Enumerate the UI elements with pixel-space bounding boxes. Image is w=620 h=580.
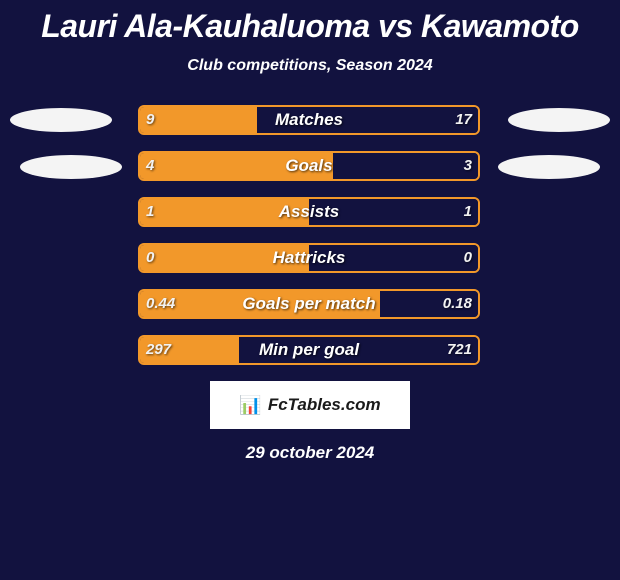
stat-label: Min per goal bbox=[138, 335, 480, 365]
stat-label: Goals per match bbox=[138, 289, 480, 319]
brand-chart-icon: 📊 bbox=[239, 395, 261, 416]
stat-row: 9 17Matches bbox=[0, 105, 620, 137]
value-right: 3 bbox=[464, 151, 472, 181]
stat-row: 297 721Min per goal bbox=[0, 335, 620, 367]
stat-label: Matches bbox=[138, 105, 480, 135]
value-right: 721 bbox=[447, 335, 472, 365]
value-right: 0 bbox=[464, 243, 472, 273]
value-left: 1 bbox=[146, 197, 154, 227]
value-left: 4 bbox=[146, 151, 154, 181]
value-left: 0.44 bbox=[146, 289, 175, 319]
subtitle: Club competitions, Season 2024 bbox=[0, 57, 620, 75]
brand-text: FcTables.com bbox=[268, 395, 381, 415]
date-text: 29 october 2024 bbox=[0, 443, 620, 463]
stat-label: Goals bbox=[138, 151, 480, 181]
stat-label: Assists bbox=[138, 197, 480, 227]
page-title: Lauri Ala-Kauhaluoma vs Kawamoto bbox=[0, 0, 620, 45]
value-right: 0.18 bbox=[443, 289, 472, 319]
stat-row: 0.44 0.18Goals per match bbox=[0, 289, 620, 321]
value-right: 17 bbox=[455, 105, 472, 135]
brand-box: 📊 FcTables.com bbox=[210, 381, 410, 429]
stat-row: 0 0Hattricks bbox=[0, 243, 620, 275]
stat-row: 1 1Assists bbox=[0, 197, 620, 229]
value-left: 0 bbox=[146, 243, 154, 273]
value-right: 1 bbox=[464, 197, 472, 227]
stat-row: 4 3Goals bbox=[0, 151, 620, 183]
value-left: 9 bbox=[146, 105, 154, 135]
chart-area: 9 17Matches 4 3Goals 1 1Assists 0 0Hattricks 0.4… bbox=[0, 105, 620, 367]
value-left: 297 bbox=[146, 335, 171, 365]
stat-label: Hattricks bbox=[138, 243, 480, 273]
